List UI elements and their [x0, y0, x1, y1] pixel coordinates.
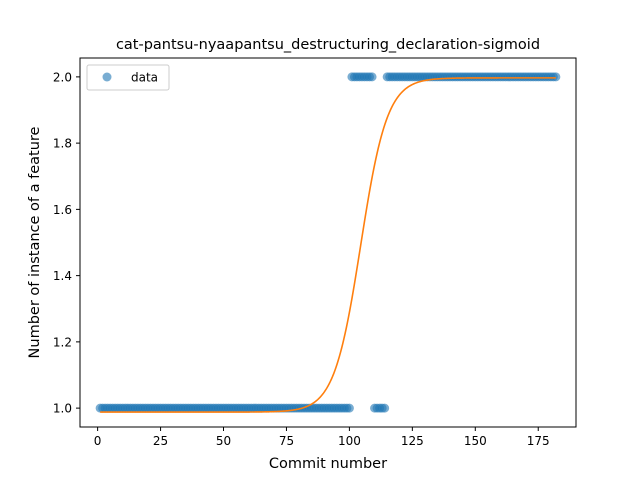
x-tick-label: 75 [279, 434, 294, 448]
x-tick-label: 100 [338, 434, 361, 448]
y-axis-ticks: 1.0 1.2 1.4 1.6 1.8 2.0 [53, 70, 80, 416]
y-tick-label: 1.2 [53, 335, 72, 349]
data-point [344, 403, 354, 413]
y-tick-label: 1.6 [53, 203, 72, 217]
x-tick-label: 125 [401, 434, 424, 448]
chart-title: cat-pantsu-nyaapantsu_destructuring_decl… [116, 37, 540, 53]
x-axis-label: Commit number [269, 456, 387, 472]
x-tick-label: 175 [527, 434, 550, 448]
legend-box [86, 64, 170, 91]
plot-area [95, 72, 561, 413]
axes-frame [79, 57, 577, 428]
sigmoid-fit-line [100, 77, 556, 413]
data-point [380, 403, 390, 413]
y-tick-label: 2.0 [53, 70, 72, 84]
y-tick-label: 1.4 [53, 269, 72, 283]
x-tick-label: 0 [94, 434, 102, 448]
data-point [551, 72, 561, 82]
legend: data [86, 64, 170, 91]
data-points [95, 72, 561, 413]
legend-marker-data [102, 72, 112, 82]
data-point [367, 72, 377, 82]
x-tick-label: 25 [153, 434, 168, 448]
y-tick-label: 1.8 [53, 137, 72, 151]
x-tick-label: 50 [216, 434, 231, 448]
y-axis-label: Number of instance of a feature [27, 126, 43, 358]
x-tick-label: 150 [464, 434, 487, 448]
x-axis-ticks: 0 25 50 75 100 125 150 175 [94, 427, 550, 448]
y-tick-label: 1.0 [53, 402, 72, 416]
legend-label-data: data [131, 71, 158, 85]
